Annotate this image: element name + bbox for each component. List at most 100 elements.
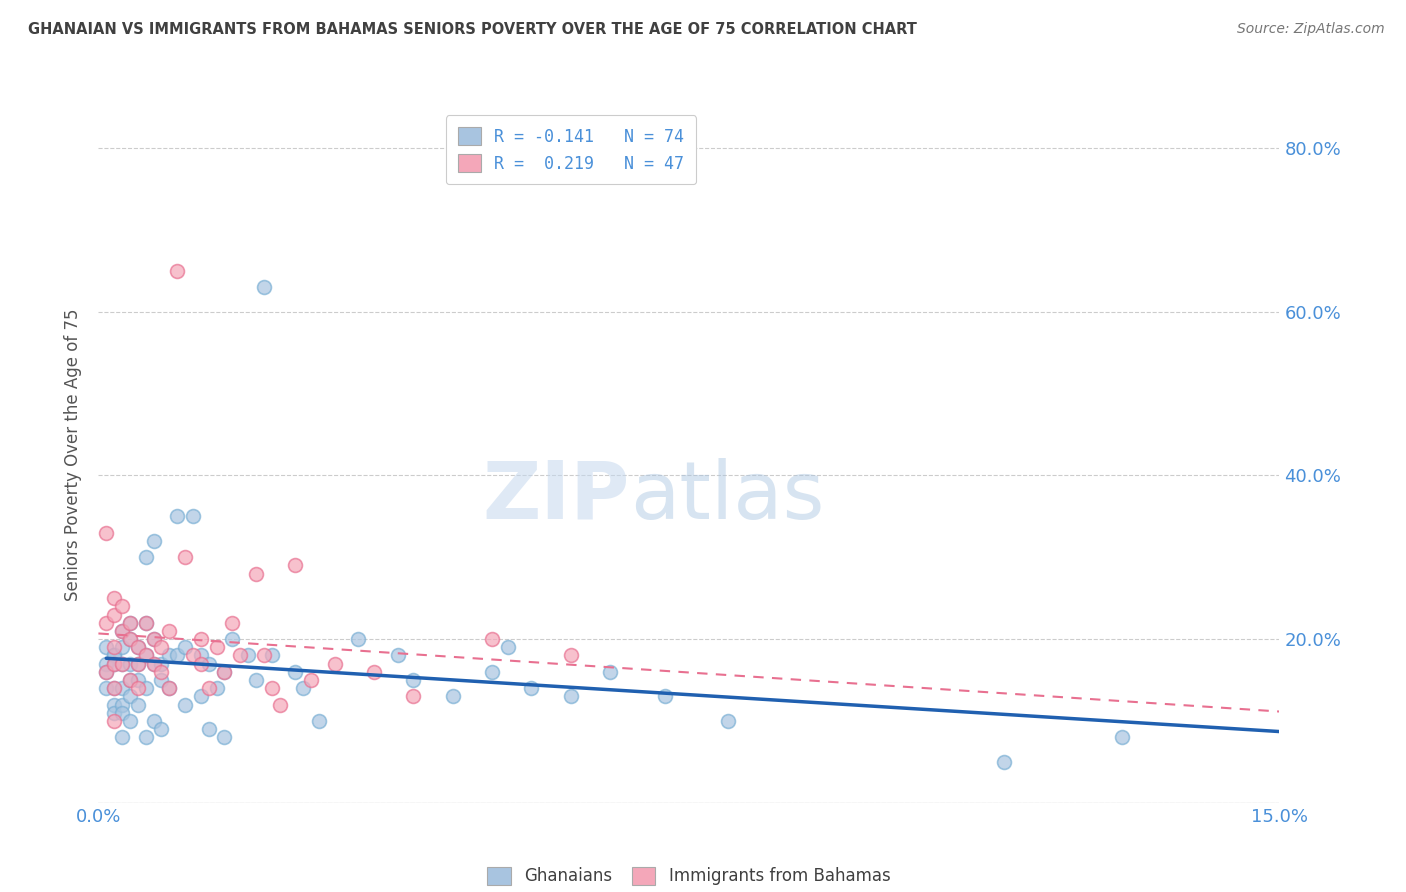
Point [111, 624, 134, 638]
Point [157, 681, 180, 696]
Point [150, 665, 173, 679]
Point [214, 665, 236, 679]
Point [166, 264, 188, 278]
Point [142, 632, 165, 646]
Point [221, 615, 243, 630]
Point [496, 640, 519, 655]
Point [245, 673, 267, 687]
Point [323, 657, 346, 671]
Point [135, 648, 157, 663]
Point [135, 731, 157, 745]
Point [103, 681, 125, 696]
Point [1111, 731, 1133, 745]
Point [127, 673, 149, 687]
Point [260, 648, 283, 663]
Point [157, 648, 180, 663]
Point [190, 657, 212, 671]
Point [166, 509, 188, 524]
Point [142, 632, 165, 646]
Point [96, 665, 118, 679]
Point [118, 673, 141, 687]
Point [135, 648, 157, 663]
Text: ZIP: ZIP [482, 458, 630, 536]
Point [190, 648, 212, 663]
Point [166, 648, 188, 663]
Point [103, 657, 125, 671]
Point [260, 681, 283, 696]
Point [127, 657, 149, 671]
Point [118, 690, 141, 704]
Point [96, 615, 118, 630]
Point [103, 681, 125, 696]
Point [118, 615, 141, 630]
Point [111, 657, 134, 671]
Point [402, 690, 425, 704]
Point [205, 681, 228, 696]
Point [441, 690, 464, 704]
Point [103, 657, 125, 671]
Point [157, 624, 180, 638]
Point [347, 632, 370, 646]
Point [111, 706, 134, 720]
Point [103, 648, 125, 663]
Point [118, 632, 141, 646]
Point [197, 657, 219, 671]
Point [111, 681, 134, 696]
Point [127, 657, 149, 671]
Point [214, 665, 236, 679]
Point [118, 714, 141, 728]
Point [253, 280, 276, 294]
Point [118, 632, 141, 646]
Point [96, 665, 118, 679]
Point [111, 657, 134, 671]
Text: Source: ZipAtlas.com: Source: ZipAtlas.com [1237, 22, 1385, 37]
Point [103, 648, 125, 663]
Point [157, 681, 180, 696]
Point [103, 706, 125, 720]
Point [135, 550, 157, 565]
Text: GHANAIAN VS IMMIGRANTS FROM BAHAMAS SENIORS POVERTY OVER THE AGE OF 75 CORRELATI: GHANAIAN VS IMMIGRANTS FROM BAHAMAS SENI… [28, 22, 917, 37]
Point [221, 632, 243, 646]
Point [387, 648, 409, 663]
Point [111, 698, 134, 712]
Point [717, 714, 740, 728]
Point [402, 673, 425, 687]
Point [197, 722, 219, 736]
Point [150, 657, 173, 671]
Point [127, 681, 149, 696]
Point [111, 731, 134, 745]
Point [363, 665, 385, 679]
Point [118, 615, 141, 630]
Point [190, 632, 212, 646]
Legend: Ghanaians, Immigrants from Bahamas: Ghanaians, Immigrants from Bahamas [481, 860, 897, 892]
Point [103, 714, 125, 728]
Point [560, 690, 582, 704]
Point [118, 657, 141, 671]
Point [174, 640, 197, 655]
Point [135, 615, 157, 630]
Point [142, 714, 165, 728]
Point [560, 648, 582, 663]
Point [103, 640, 125, 655]
Point [481, 632, 503, 646]
Point [174, 698, 197, 712]
Point [135, 615, 157, 630]
Point [993, 755, 1015, 769]
Point [96, 525, 118, 540]
Point [118, 673, 141, 687]
Point [284, 558, 307, 573]
Point [292, 681, 315, 696]
Point [150, 640, 173, 655]
Point [127, 640, 149, 655]
Y-axis label: Seniors Poverty Over the Age of 75: Seniors Poverty Over the Age of 75 [65, 309, 83, 601]
Point [181, 648, 204, 663]
Point [181, 509, 204, 524]
Point [96, 657, 118, 671]
Point [103, 591, 125, 606]
Point [111, 599, 134, 614]
Point [150, 722, 173, 736]
Point [142, 657, 165, 671]
Point [654, 690, 676, 704]
Point [599, 665, 621, 679]
Point [299, 673, 322, 687]
